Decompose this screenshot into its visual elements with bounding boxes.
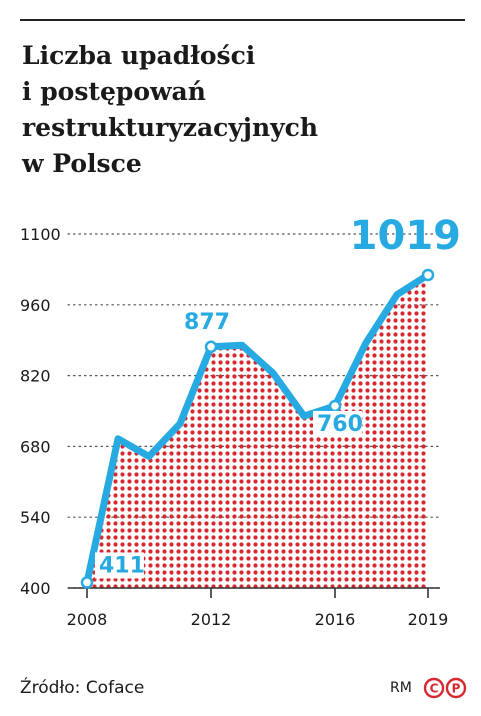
data-point-2019 <box>421 268 435 282</box>
data-point-2012 <box>204 340 218 354</box>
x-tick-label-2019: 2019 <box>408 610 449 629</box>
data-label-2016: 760 <box>317 412 363 437</box>
data-point-2008 <box>80 576 94 589</box>
data-point-2016 <box>328 399 342 413</box>
title-line-4: w Polsce <box>22 149 142 178</box>
title-line-2: i postępowań <box>22 77 206 106</box>
y-tick-label-960: 960 <box>20 296 51 315</box>
top-rule <box>20 19 465 21</box>
logo-p-letter: P <box>452 682 461 696</box>
area-chart: 400 540 680 820 960 1100 2008 2012 2016 2019 411 87… <box>20 213 461 629</box>
data-label-2012: 877 <box>184 310 230 335</box>
y-tick-label-820: 820 <box>20 367 51 386</box>
title-line-1: Liczba upadłości <box>22 41 256 70</box>
y-tick-label-540: 540 <box>20 508 51 527</box>
logo-p-icon: P <box>445 677 467 699</box>
title-line-3: restrukturyzacyjnych <box>22 113 319 142</box>
logo-c-letter: C <box>430 682 439 696</box>
x-tick-label-2012: 2012 <box>191 610 232 629</box>
x-tick-label-2016: 2016 <box>315 610 356 629</box>
data-label-bg-2008 <box>95 552 144 579</box>
data-label-2019: 1019 <box>350 213 461 259</box>
data-label-bg-2016 <box>313 410 362 437</box>
area-fill <box>87 274 428 588</box>
series-line <box>83 271 432 586</box>
source-note: Źródło: Coface <box>20 678 145 698</box>
y-tick-label-680: 680 <box>20 437 51 456</box>
y-tick-label-1100: 1100 <box>20 225 61 244</box>
chart-title: Liczba upadłości i postępowań restruktur… <box>22 38 462 182</box>
y-tick-label-400: 400 <box>20 579 51 598</box>
x-tick-label-2008: 2008 <box>67 610 108 629</box>
logo-c-icon: C <box>423 677 445 699</box>
data-label-2008: 411 <box>99 553 145 578</box>
cp-logo: C P <box>423 677 467 699</box>
author-initials: RM <box>390 680 412 696</box>
